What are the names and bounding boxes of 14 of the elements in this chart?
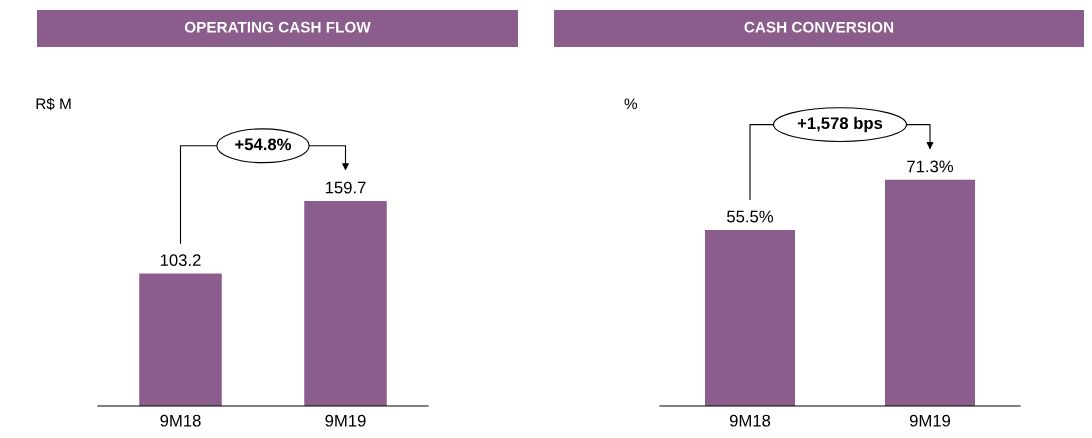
y-axis-title: R$ M (36, 97, 71, 111)
data-label: 71.3% (907, 160, 954, 173)
data-label: 159.7 (325, 181, 366, 194)
x-tick-label: 9M19 (325, 414, 366, 427)
data-label: 103.2 (160, 254, 201, 267)
chart-title: CASH CONVERSION (744, 21, 894, 33)
y-axis-title: % (624, 98, 638, 110)
x-tick-label: 9M18 (160, 414, 201, 427)
x-tick-label: 9M19 (909, 414, 951, 427)
text: +54.8% (235, 138, 292, 151)
data-label: 55.5% (727, 210, 774, 223)
text: +1,578 bps (797, 116, 883, 133)
x-tick-label: 9M18 (729, 414, 771, 427)
chart-title: OPERATING CASH FLOW (184, 21, 371, 33)
